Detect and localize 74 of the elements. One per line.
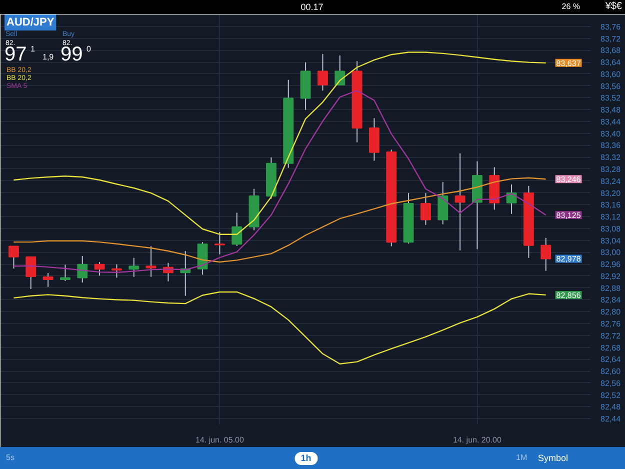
y-tick-label: 83,76 [600,22,622,32]
candlestick [8,246,19,270]
annotation: 82,856 [556,290,582,300]
candlestick [214,231,225,255]
candlestick [42,272,54,288]
y-tick-label: 83,20 [600,188,622,198]
y-tick-label: 83,04 [600,236,622,246]
text: 1M [516,452,528,464]
candlestick [94,261,105,276]
y-tick-label: 83,08 [600,224,622,234]
x-tick-label: 14. jun. 20.00 [452,436,502,444]
y-tick-label: 83,56 [600,82,622,91]
y-tick-label: 83,36 [600,141,622,150]
candlestick [317,54,328,92]
annotation: 1 [30,44,36,54]
y-tick-label: 83,28 [600,164,622,174]
x-tick-label: 14. jun. 05.00 [195,436,245,444]
candlestick [26,256,36,290]
annotation: 1,9 [42,52,54,62]
candlestick [334,55,346,86]
annotation: 83,246 [556,175,582,184]
text: 5s [6,452,14,464]
candlestick [77,256,88,283]
candlestick [506,184,517,214]
y-tick-label: 82,56 [600,378,622,388]
candlestick [540,237,552,272]
y-tick-label: 83,64 [600,58,622,68]
y-tick-label: 82,88 [600,284,622,293]
y-tick-label: 83,16 [600,200,622,210]
y-tick-label: 82,76 [600,319,622,328]
annotation: 83,637 [556,58,582,68]
text: 1h [294,452,318,465]
y-tick-label: 83,48 [600,106,622,115]
y-tick-label: 82,96 [600,260,622,270]
y-tick-label: 83,24 [600,176,622,186]
text: 00.17 [300,1,324,14]
y-tick-label: 82,48 [600,402,622,412]
y-tick-label: 82,84 [600,296,622,305]
candlestick [146,246,156,278]
y-tick-label: 82,60 [600,367,622,376]
text: 26 % [562,1,580,12]
y-tick-label: 83,72 [600,34,622,44]
y-tick-label: 82,72 [600,331,622,340]
annotation: 97 [4,44,27,66]
candlestick [420,192,431,226]
line-series [13,291,546,364]
y-tick-label: 82,44 [600,414,622,424]
y-tick-label: 82,64 [600,355,622,364]
annotation: 99 [60,44,83,66]
y-tick-label: 83,68 [600,46,622,56]
y-tick-label: 83,32 [600,153,622,162]
text: ¥$€ [605,0,622,14]
line-series [13,177,546,263]
annotation: 82,978 [556,254,582,264]
candlestick [232,212,242,246]
y-tick-label: 83,44 [600,117,622,126]
candlestick [111,264,122,278]
y-tick-label: 83,12 [600,212,622,222]
candlestick [454,152,466,251]
y-tick-label: 82,52 [600,390,622,400]
y-tick-label: 82,68 [600,343,622,352]
text: Symbol [538,452,568,465]
y-tick-label: 83,60 [600,70,622,79]
y-tick-label: 83,52 [600,94,622,103]
candlestick [438,182,448,225]
y-tick-label: 82,92 [600,272,622,281]
annotation: 83,125 [556,211,582,220]
chart-title: AUD/JPY [6,16,55,28]
annotation: 0 [86,44,92,54]
y-tick-label: 83,40 [600,129,622,138]
y-tick-label: 83,00 [600,248,622,258]
candlestick [60,264,70,282]
y-tick-label: 82,80 [600,308,622,317]
candlestick [128,257,140,278]
